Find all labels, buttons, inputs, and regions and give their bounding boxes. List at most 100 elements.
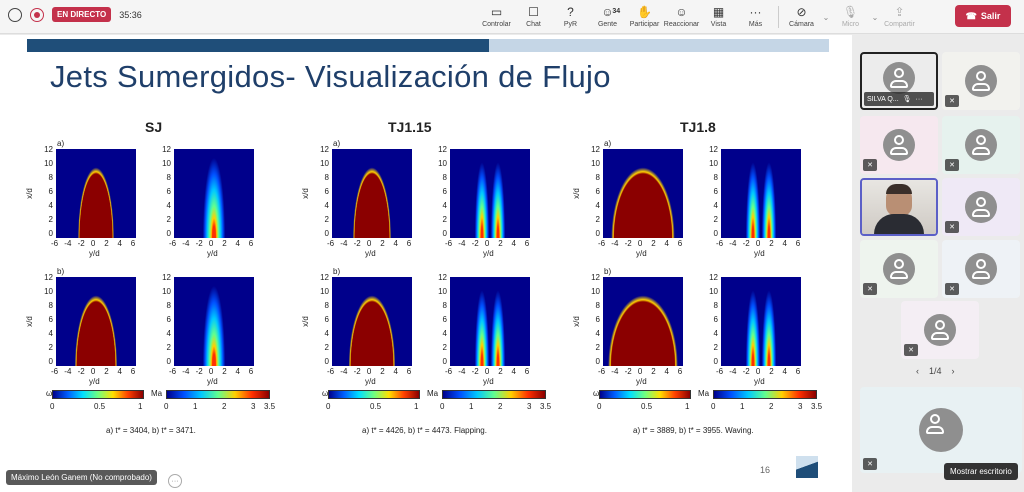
x-tick-label: -2 <box>624 239 632 248</box>
y-tick-label: 0 <box>713 357 718 366</box>
x-tick-label: 2 <box>769 367 774 376</box>
self-view-tile[interactable]: ✕ <box>860 387 1022 473</box>
y-tick-label: 0 <box>324 229 329 238</box>
x-tick-label: 0 <box>755 367 761 376</box>
colorbar-tick: 3.5 <box>811 402 823 411</box>
x-tick-label: 0 <box>90 367 96 376</box>
more-button[interactable]: ··· Más <box>748 5 763 29</box>
y-tick-label: 0 <box>48 229 53 238</box>
avatar <box>965 129 997 161</box>
y-tick-label: 12 <box>591 145 600 154</box>
y-tick-label: 6 <box>595 315 600 324</box>
x-axis-label: y/d <box>365 249 376 258</box>
y-tick-label: 6 <box>166 187 171 196</box>
y-axis-label: x/d <box>571 188 581 199</box>
x-tick-label: 4 <box>393 367 398 376</box>
raise-hand-button[interactable]: ✋ Participar <box>629 5 660 29</box>
colorbar-tick: 1 <box>414 402 419 411</box>
chevron-left-icon[interactable]: ‹ <box>916 366 919 376</box>
y-tick-label: 8 <box>442 173 447 182</box>
mach-plot <box>174 277 254 366</box>
colorbar-tick: 1 <box>469 402 474 411</box>
participant-tile[interactable]: ✕ <box>942 240 1020 298</box>
mic-button[interactable]: 🎙 Micro <box>841 5 860 29</box>
x-tick-label: 0 <box>484 239 490 248</box>
x-axis-label: y/d <box>89 249 100 258</box>
participant-tile[interactable]: ✕ <box>942 178 1020 236</box>
x-tick-label: 4 <box>235 367 240 376</box>
people-button[interactable]: ☺ 34 Gente <box>597 5 621 29</box>
y-tick-label: 2 <box>324 343 329 352</box>
colorbar-tick: 1 <box>740 402 745 411</box>
more-options-icon[interactable]: ··· <box>168 474 182 488</box>
y-tick-label: 6 <box>48 187 53 196</box>
shield-icon[interactable] <box>8 7 22 22</box>
y-tick-label: 8 <box>48 301 53 310</box>
participant-tile[interactable]: ✕ <box>860 116 938 174</box>
mic-off-icon: ✕ <box>863 283 877 295</box>
colorbar-tick: 0 <box>50 402 55 411</box>
phone-icon: ☎ <box>965 10 977 21</box>
mach-plot <box>450 277 530 366</box>
colorbar-tick: 3 <box>527 402 532 411</box>
x-tick-label: -2 <box>77 367 85 376</box>
participant-tile[interactable]: ✕ <box>942 116 1020 174</box>
colorbar-tick: 0.5 <box>641 402 653 411</box>
chevron-right-icon[interactable]: › <box>951 366 955 376</box>
x-tick-label: 4 <box>782 367 787 376</box>
view-button[interactable]: ▦ Vista <box>710 5 727 29</box>
mach-label: Ma <box>698 389 710 398</box>
qa-button[interactable]: ? PyR <box>563 5 578 29</box>
raise-hand-icon: ✋ <box>637 5 652 19</box>
x-tick-label: -4 <box>182 367 190 376</box>
mic-off-icon: ✕ <box>863 458 877 470</box>
colorbar-tick: 2 <box>498 402 503 411</box>
control-button[interactable]: ▭ Controlar <box>482 5 511 29</box>
y-tick-label: 6 <box>48 315 53 324</box>
mach-colorbar <box>166 390 270 399</box>
participant-tile[interactable]: ✕ <box>942 52 1020 110</box>
x-tick-label: 4 <box>664 239 669 248</box>
y-tick-label: 10 <box>44 159 53 168</box>
x-tick-label: 0 <box>755 239 761 248</box>
mic-options-chevron[interactable]: ⌄ <box>871 12 879 22</box>
x-tick-label: 4 <box>782 239 787 248</box>
x-tick-label: 2 <box>104 239 109 248</box>
x-tick-label: 0 <box>366 367 372 376</box>
x-tick-label: 4 <box>393 239 398 248</box>
y-tick-label: 6 <box>324 187 329 196</box>
mic-off-icon: ✕ <box>945 283 959 295</box>
x-tick-label: 4 <box>511 367 516 376</box>
chat-button[interactable]: ☐ Chat <box>526 5 541 29</box>
y-tick-label: 2 <box>48 343 53 352</box>
participant-tile-active[interactable]: SILVA Q... 🎙 ··· <box>860 52 938 110</box>
y-tick-label: 4 <box>166 201 171 210</box>
y-tick-label: 10 <box>320 159 329 168</box>
more-icon[interactable]: ··· <box>915 95 923 103</box>
leave-button[interactable]: ☎ Salir <box>955 5 1011 27</box>
y-tick-label: 12 <box>162 273 171 282</box>
x-tick-label: 6 <box>248 239 254 248</box>
x-tick-label: 0 <box>484 367 490 376</box>
y-axis-label: x/d <box>300 316 310 327</box>
y-tick-label: 4 <box>442 329 447 338</box>
y-tick-label: 8 <box>324 173 329 182</box>
participant-video-tile[interactable] <box>860 178 938 236</box>
y-tick-label: 10 <box>438 159 447 168</box>
camera-options-chevron[interactable]: ⌄ <box>822 12 830 22</box>
x-tick-label: -4 <box>64 367 72 376</box>
y-tick-label: 10 <box>320 287 329 296</box>
camera-button[interactable]: ⊘ Cámara <box>789 5 814 29</box>
react-button[interactable]: ☺ Reaccionar <box>663 5 700 29</box>
y-tick-label: 6 <box>166 315 171 324</box>
x-tick-label: -4 <box>340 239 348 248</box>
panel-label: b) <box>333 267 341 276</box>
y-tick-label: 8 <box>166 173 171 182</box>
colorbar-tick: 1 <box>193 402 198 411</box>
omega-label: ω <box>593 389 600 398</box>
more-icon: ··· <box>749 5 762 19</box>
participant-tile[interactable]: ✕ <box>860 240 938 298</box>
share-button[interactable]: ⇪ Compartir <box>884 5 915 29</box>
participant-tile[interactable]: ✕ <box>901 301 979 359</box>
mach-plot <box>174 149 254 238</box>
